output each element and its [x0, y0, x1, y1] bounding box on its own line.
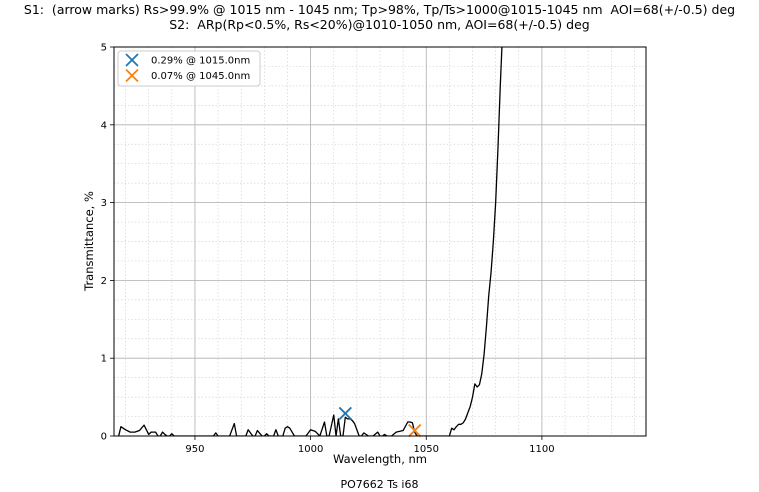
x-tick-label: 1000	[298, 444, 323, 455]
figure-footer: PO7662 Ts i68	[340, 478, 419, 491]
x-tick-label: 1050	[414, 444, 439, 455]
x-tick-label: 950	[185, 444, 204, 455]
y-axis-ticks: 0 1 2 3 4 5	[101, 43, 114, 443]
y-axis-label: Transmittance, %	[82, 191, 96, 292]
legend-marker-0	[125, 53, 139, 67]
x-tick-label: 1100	[529, 444, 554, 455]
marker-0	[338, 406, 352, 421]
y-tick-label: 2	[101, 276, 107, 287]
legend-box	[117, 50, 261, 87]
x-axis-label: Wavelength, nm	[333, 452, 427, 466]
y-tick-label: 1	[101, 354, 107, 365]
series-line-0	[117, 47, 503, 436]
y-tick-label: 0	[101, 432, 107, 443]
marker-1	[408, 423, 422, 438]
legend: 0.29% @ 1015.0nm 0.07% @ 1045.0nm	[117, 50, 261, 87]
plot-frame	[113, 46, 647, 437]
marker-layer	[338, 406, 422, 438]
y-tick-label: 3	[101, 198, 107, 209]
series-layer	[117, 47, 503, 436]
chart-title-line1: S1: (arrow marks) Rs>99.9% @ 1015 nm - 1…	[23, 2, 736, 17]
legend-marker-1	[125, 68, 139, 83]
x-axis-ticks: 950 1000 1050 1100	[185, 436, 555, 455]
y-tick-label: 5	[101, 43, 107, 54]
legend-label-0: 0.29% @ 1015.0nm	[151, 56, 250, 67]
chart-title-line2: S2: ARp(Rp<0.5%, Rs<20%)@1010-1050 nm, A…	[169, 17, 590, 32]
y-tick-label: 4	[101, 120, 107, 131]
legend-label-1: 0.07% @ 1045.0nm	[151, 71, 250, 82]
